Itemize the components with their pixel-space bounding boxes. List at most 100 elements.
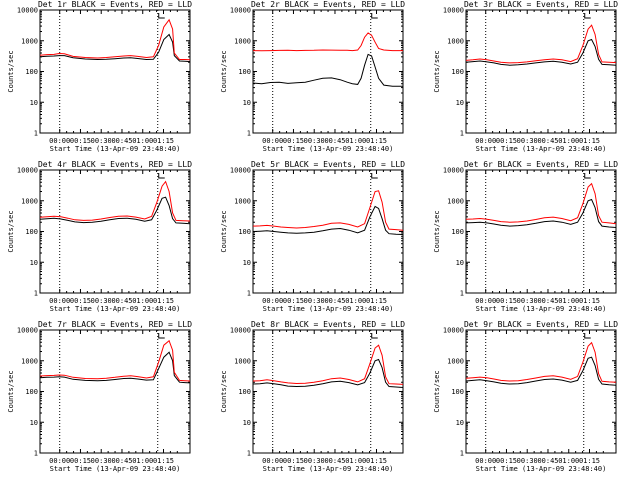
y-tick-label: 10000 xyxy=(443,7,464,15)
x-tick-label: 01:00 xyxy=(132,297,153,305)
y-tick-label: 100 xyxy=(238,68,251,76)
y-tick-label: 1 xyxy=(247,450,251,458)
y-tick-label: 1000 xyxy=(21,197,38,205)
y-tick-label: 1 xyxy=(460,130,464,138)
series-line-lld xyxy=(465,341,617,383)
x-axis-label: Start Time (13-Apr-09 23:48:40) xyxy=(476,305,607,313)
series-line-events xyxy=(465,198,617,228)
x-tick-label: 01:00 xyxy=(558,137,579,145)
x-tick-label: 01:00 xyxy=(132,457,153,465)
series-line-events xyxy=(39,351,191,384)
series-line-events xyxy=(465,38,617,66)
series-line-lld xyxy=(39,180,191,222)
y-axis-label: Counts/sec xyxy=(220,370,228,412)
x-tick-label: 00:00 xyxy=(262,457,283,465)
panel-title: Det 9r BLACK = Events, RED = LLD xyxy=(464,320,618,329)
series-line-events xyxy=(252,205,404,235)
y-axis-label: Counts/sec xyxy=(7,50,15,92)
y-tick-label: 1000 xyxy=(447,37,464,45)
panel-det-8: Det 8r BLACK = Events, RED = LLD 1 10 100 10… xyxy=(220,320,405,473)
panel-det-4: Det 4r BLACK = Events, RED = LLD 1 10 100 10… xyxy=(7,160,192,313)
x-tick-label: 00:00 xyxy=(262,137,283,145)
y-tick-label: 1000 xyxy=(234,197,251,205)
y-tick-label: 1000 xyxy=(234,37,251,45)
panel-det-2: Det 2r BLACK = Events, RED = LLD 1 10 100 10… xyxy=(220,0,405,153)
x-tick-label: 00:15 xyxy=(283,297,304,305)
x-tick-label: 00:45 xyxy=(111,457,132,465)
y-tick-label: 1 xyxy=(247,290,251,298)
x-tick-label: 00:30 xyxy=(304,137,325,145)
y-tick-label: 10000 xyxy=(443,327,464,335)
x-tick-label: 00:15 xyxy=(70,297,91,305)
panel-det-9: Det 9r BLACK = Events, RED = LLD 1 10 100 10… xyxy=(433,320,618,473)
y-axis-label: Counts/sec xyxy=(433,370,441,412)
y-tick-label: 100 xyxy=(451,68,464,76)
panel-title: Det 4r BLACK = Events, RED = LLD xyxy=(38,160,192,169)
x-tick-label: 00:00 xyxy=(475,457,496,465)
x-tick-label: 00:00 xyxy=(49,297,70,305)
x-tick-label: 01:00 xyxy=(558,297,579,305)
peak-bracket-marker xyxy=(584,13,591,19)
y-tick-label: 10 xyxy=(456,99,464,107)
plot-frame xyxy=(39,329,191,454)
x-axis-label: Start Time (13-Apr-09 23:48:40) xyxy=(263,145,394,153)
y-tick-label: 100 xyxy=(238,228,251,236)
series-line-lld xyxy=(252,190,404,231)
y-tick-label: 1 xyxy=(460,290,464,298)
y-axis-label: Counts/sec xyxy=(220,210,228,252)
x-tick-label: 00:45 xyxy=(537,297,558,305)
y-tick-label: 10 xyxy=(243,99,251,107)
x-tick-label: 00:15 xyxy=(496,137,517,145)
y-tick-label: 10000 xyxy=(443,167,464,175)
y-tick-label: 10000 xyxy=(230,7,251,15)
panel-det-3: Det 3r BLACK = Events, RED = LLD 1 10 100 10… xyxy=(433,0,618,153)
x-tick-label: 01:15 xyxy=(579,457,600,465)
x-tick-label: 01:15 xyxy=(366,137,387,145)
x-tick-label: 01:00 xyxy=(345,457,366,465)
series-line-events xyxy=(465,356,617,386)
y-axis-label: Counts/sec xyxy=(433,210,441,252)
series-line-lld xyxy=(39,339,191,382)
x-axis-label: Start Time (13-Apr-09 23:48:40) xyxy=(50,305,181,313)
peak-bracket-marker xyxy=(584,173,591,179)
plot-frame xyxy=(252,9,404,134)
panel-det-5: Det 5r BLACK = Events, RED = LLD 1 10 100 10… xyxy=(220,160,405,313)
x-tick-label: 00:30 xyxy=(91,137,112,145)
x-tick-label: 01:00 xyxy=(132,137,153,145)
x-axis-label: Start Time (13-Apr-09 23:48:40) xyxy=(50,145,181,153)
x-tick-label: 00:15 xyxy=(496,457,517,465)
panel-det-6: Det 6r BLACK = Events, RED = LLD 1 10 100 10… xyxy=(433,160,618,313)
panel-title: Det 6r BLACK = Events, RED = LLD xyxy=(464,160,618,169)
x-tick-label: 01:00 xyxy=(345,137,366,145)
x-tick-label: 01:00 xyxy=(558,457,579,465)
y-tick-label: 100 xyxy=(25,68,38,76)
y-tick-label: 10000 xyxy=(17,327,38,335)
y-axis-label: Counts/sec xyxy=(7,210,15,252)
x-axis-label: Start Time (13-Apr-09 23:48:40) xyxy=(263,305,394,313)
y-tick-label: 1 xyxy=(34,290,38,298)
x-tick-label: 00:00 xyxy=(49,457,70,465)
y-tick-label: 10 xyxy=(30,419,38,427)
x-tick-label: 00:30 xyxy=(517,457,538,465)
x-tick-label: 00:45 xyxy=(537,457,558,465)
panel-title: Det 7r BLACK = Events, RED = LLD xyxy=(38,320,192,329)
peak-bracket-marker xyxy=(584,333,591,339)
x-tick-label: 00:00 xyxy=(475,297,496,305)
plot-frame xyxy=(252,329,404,454)
x-tick-label: 00:45 xyxy=(324,297,345,305)
peak-bracket-marker xyxy=(158,173,165,179)
y-tick-label: 100 xyxy=(451,388,464,396)
x-tick-label: 01:15 xyxy=(153,297,174,305)
series-line-lld xyxy=(465,182,617,225)
y-tick-label: 1 xyxy=(460,450,464,458)
y-tick-label: 10 xyxy=(456,259,464,267)
y-tick-label: 10000 xyxy=(230,327,251,335)
y-tick-label: 1000 xyxy=(21,37,38,45)
series-line-lld xyxy=(252,32,403,52)
panel-title: Det 3r BLACK = Events, RED = LLD xyxy=(464,0,618,9)
y-tick-label: 10 xyxy=(30,259,38,267)
panel-title: Det 1r BLACK = Events, RED = LLD xyxy=(38,0,192,9)
y-axis-label: Counts/sec xyxy=(7,370,15,412)
peak-bracket-marker xyxy=(158,13,165,19)
